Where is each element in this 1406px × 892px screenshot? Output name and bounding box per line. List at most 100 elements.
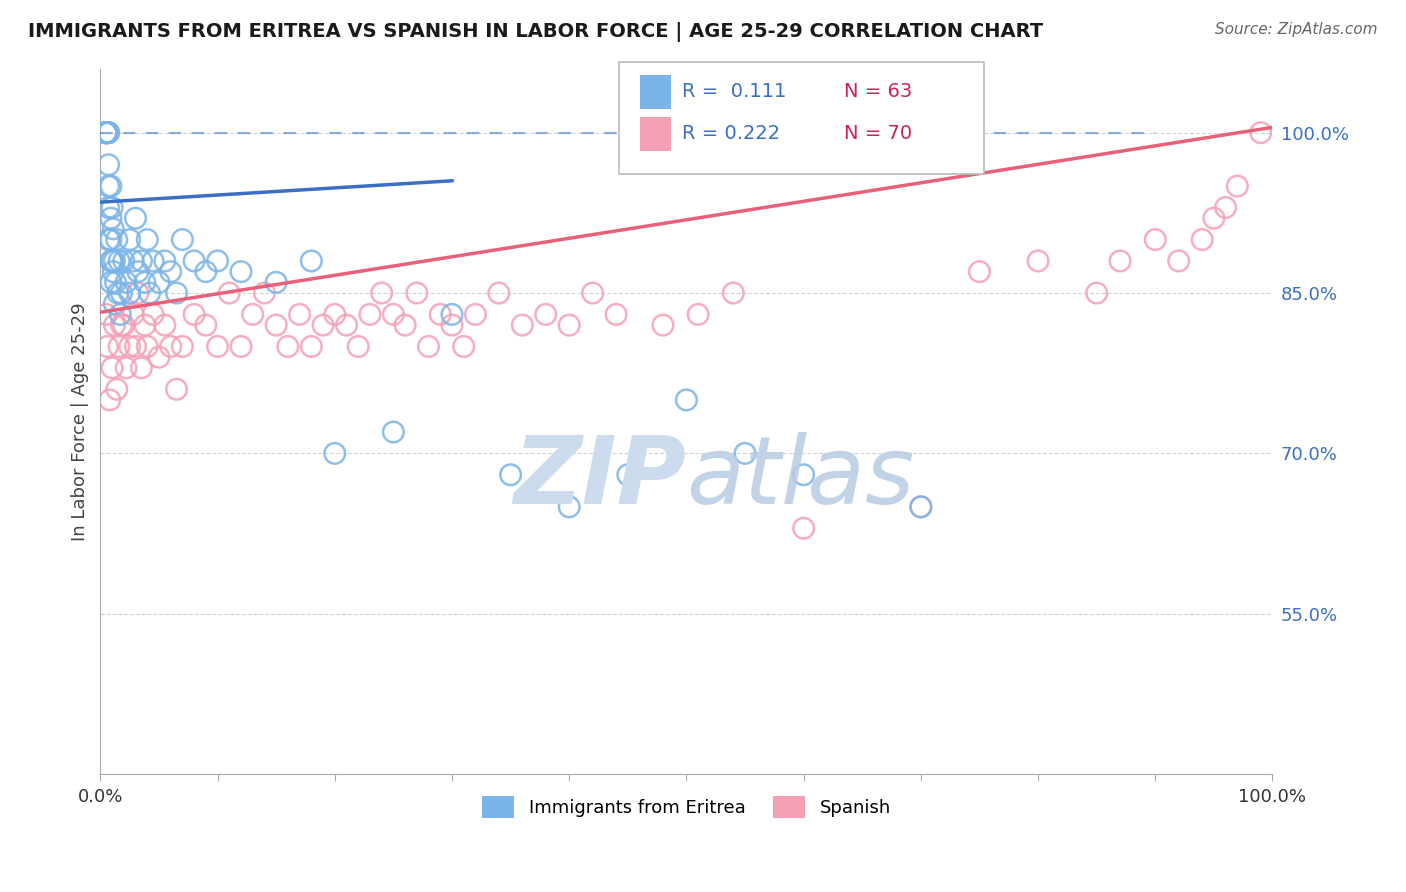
Point (335, 318, 357, 332)
Point (159, 339, 181, 353)
Point (96, 126, 118, 140)
Point (910, 500, 932, 514)
Point (558, 500, 581, 514)
Point (1202, 211, 1225, 226)
Point (131, 254, 153, 268)
Point (100, 233, 122, 247)
Point (253, 286, 276, 301)
Point (734, 446, 756, 460)
Point (229, 265, 252, 279)
Point (1109, 254, 1132, 268)
Point (370, 286, 392, 301)
Point (1144, 233, 1167, 247)
Point (194, 318, 217, 332)
Text: ZIP: ZIP (513, 432, 686, 524)
Point (122, 307, 145, 321)
Point (166, 286, 188, 301)
Y-axis label: In Labor Force | Age 25-29: In Labor Force | Age 25-29 (72, 302, 89, 541)
Point (124, 339, 146, 353)
Point (1226, 179, 1249, 194)
Point (347, 339, 370, 353)
Text: IMMIGRANTS FROM ERITREA VS SPANISH IN LABOR FORCE | AGE 25-29 CORRELATION CHART: IMMIGRANTS FROM ERITREA VS SPANISH IN LA… (28, 22, 1043, 42)
Point (104, 276, 127, 290)
Point (108, 339, 131, 353)
Point (910, 500, 932, 514)
Point (605, 307, 627, 321)
Point (453, 339, 475, 353)
Point (118, 339, 141, 353)
Point (122, 254, 145, 268)
Point (96, 126, 118, 140)
Point (582, 286, 605, 301)
Point (115, 360, 138, 375)
Point (100, 211, 122, 226)
Point (115, 276, 138, 290)
Point (96, 307, 118, 321)
Point (264, 276, 287, 290)
Point (534, 307, 557, 321)
Point (98, 392, 121, 407)
Text: N = 63: N = 63 (844, 82, 912, 102)
Point (136, 233, 159, 247)
Legend: Immigrants from Eritrea, Spanish: Immigrants from Eritrea, Spanish (475, 789, 898, 825)
Point (1026, 254, 1049, 268)
Point (118, 233, 141, 247)
Point (103, 296, 125, 310)
Text: R =  0.111: R = 0.111 (682, 82, 786, 102)
Point (100, 179, 122, 194)
Point (264, 318, 287, 332)
Point (112, 318, 135, 332)
Point (299, 254, 322, 268)
Point (359, 307, 381, 321)
Point (103, 254, 125, 268)
Point (96, 126, 118, 140)
Point (464, 307, 486, 321)
Point (277, 339, 299, 353)
Text: R = 0.222: R = 0.222 (682, 124, 780, 144)
Point (1250, 126, 1272, 140)
Point (1191, 233, 1213, 247)
Point (105, 233, 128, 247)
Point (499, 467, 522, 482)
Point (112, 254, 135, 268)
Point (405, 286, 427, 301)
Point (159, 265, 181, 279)
Point (103, 318, 125, 332)
Point (440, 307, 463, 321)
Point (127, 286, 149, 301)
Point (153, 318, 176, 332)
Point (229, 339, 252, 353)
Point (124, 211, 146, 226)
Point (134, 318, 156, 332)
Point (101, 201, 124, 215)
Point (382, 425, 405, 439)
Point (131, 360, 153, 375)
Point (207, 254, 229, 268)
Point (394, 318, 416, 332)
Point (418, 339, 440, 353)
Point (118, 286, 141, 301)
Point (652, 318, 675, 332)
Point (100, 254, 122, 268)
Text: atlas: atlas (686, 433, 915, 524)
Point (103, 222, 125, 236)
Point (218, 286, 240, 301)
Point (134, 276, 156, 290)
Point (148, 350, 170, 364)
Point (617, 467, 640, 482)
Point (100, 276, 122, 290)
Point (1085, 286, 1108, 301)
Text: Source: ZipAtlas.com: Source: ZipAtlas.com (1215, 22, 1378, 37)
Point (148, 276, 170, 290)
Point (194, 265, 217, 279)
Point (97, 126, 120, 140)
Point (558, 318, 581, 332)
Point (299, 339, 322, 353)
Point (97, 233, 120, 247)
Point (142, 307, 165, 321)
Point (1215, 201, 1237, 215)
Point (793, 467, 815, 482)
Point (136, 339, 159, 353)
Point (166, 382, 188, 396)
Point (101, 360, 124, 375)
